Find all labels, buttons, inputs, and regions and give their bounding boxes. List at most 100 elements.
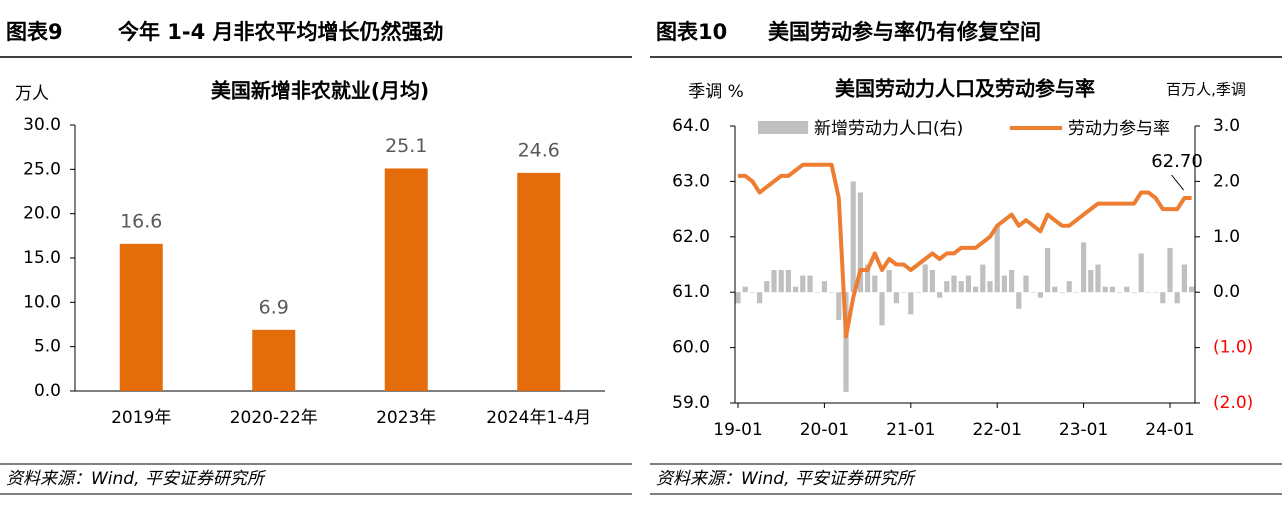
bar (793, 286, 799, 293)
bar (1174, 292, 1180, 304)
bar (1023, 275, 1029, 293)
x-tick-label: 22-01 (972, 420, 1021, 440)
bar (1124, 286, 1130, 293)
y-tick-label: 0.0 (34, 381, 61, 401)
bar (1117, 292, 1123, 293)
y-tick-label: 63.0 (672, 171, 710, 191)
value-label: 24.6 (518, 139, 560, 161)
y2-tick-label: 0.0 (1213, 282, 1240, 302)
y-tick-label: 15.0 (23, 248, 61, 268)
source: 资料来源：Wind, 平安证券研究所 (6, 469, 267, 489)
bar (937, 292, 943, 298)
source: 资料来源：Wind, 平安证券研究所 (656, 469, 917, 489)
legend-label: 劳动力参与率 (1068, 119, 1170, 139)
bar (764, 281, 770, 293)
bar (1145, 292, 1151, 293)
y2-tick-label: 2.0 (1213, 171, 1240, 191)
bar (872, 275, 878, 293)
x-tick-label: 20-01 (800, 420, 849, 440)
x-tick-label: 19-01 (713, 420, 762, 440)
bar (958, 281, 964, 293)
x-tick-label: 2023年 (376, 408, 436, 428)
bar (965, 275, 971, 293)
bar (843, 292, 849, 392)
bar (1167, 247, 1173, 293)
bar (987, 281, 993, 293)
x-tick-label: 2024年1-4月 (486, 408, 591, 428)
line (738, 162, 1192, 339)
value-label: 6.9 (259, 296, 289, 318)
x-tick-label: 24-01 (1145, 420, 1194, 440)
y-tick-label: 61.0 (672, 282, 710, 302)
legend-label: 新增劳动力人口(右) (814, 119, 963, 139)
x-tick-label: 2019年 (111, 408, 171, 428)
value-label: 16.6 (120, 210, 162, 232)
y-tick-label: 59.0 (672, 393, 710, 413)
y-tick-label: 30.0 (23, 115, 61, 135)
y-tick-label: 60.0 (672, 338, 710, 358)
bar (742, 286, 748, 293)
bar (1073, 292, 1079, 293)
bar (735, 292, 741, 304)
x-tick-label: 21-01 (886, 420, 935, 440)
bar (1131, 292, 1137, 293)
bar (1016, 292, 1022, 309)
y-tick-label: 5.0 (34, 337, 61, 357)
bar (1009, 270, 1015, 293)
bar (829, 292, 835, 293)
bar (1045, 247, 1051, 293)
annotation-leader (1171, 174, 1184, 191)
bar (252, 329, 296, 391)
y2-tick-label: 3.0 (1213, 116, 1240, 136)
bar (1037, 292, 1043, 298)
bar (1189, 286, 1195, 293)
bar (1109, 286, 1115, 293)
bar (384, 168, 428, 391)
bar (1081, 242, 1087, 293)
bar (1030, 292, 1036, 293)
value-label: 25.1 (385, 135, 427, 157)
figure-title: 今年 1-4 月非农平均增长仍然强劲 (118, 20, 444, 44)
bar (771, 270, 777, 293)
bar (757, 292, 763, 304)
bar (517, 172, 561, 391)
figure-label: 图表10 (656, 20, 727, 44)
bar (807, 275, 813, 293)
bar (821, 281, 827, 293)
bar (778, 270, 784, 293)
bar (857, 192, 863, 293)
y-tick-label: 62.0 (672, 227, 710, 247)
y-tick-label: 64.0 (672, 116, 710, 136)
bar (814, 292, 820, 293)
chart-title: 美国劳动力人口及劳动参与率 (835, 77, 1095, 101)
bar (1066, 281, 1072, 293)
x-tick-label: 2020-22年 (230, 408, 318, 428)
bar (951, 275, 957, 293)
y-tick-label: 10.0 (23, 292, 61, 312)
bar (865, 264, 871, 293)
bar (1138, 253, 1144, 293)
bar (879, 292, 885, 326)
bar (929, 270, 935, 293)
y-tick-label: 25.0 (23, 159, 61, 179)
bar (1095, 264, 1101, 293)
y2-tick-label: (2.0) (1213, 393, 1253, 413)
bar (980, 264, 986, 293)
bar (1181, 264, 1187, 293)
x-tick-label: 23-01 (1059, 420, 1108, 440)
bar (785, 270, 791, 293)
y-axis-label: 万人 (15, 84, 49, 104)
bar (1153, 292, 1159, 293)
bar (944, 281, 950, 293)
legend-swatch (758, 121, 808, 134)
chart-title: 美国新增非农就业(月均) (211, 79, 429, 103)
bar (1102, 286, 1108, 293)
bar (922, 264, 928, 293)
annotation: 62.70 (1151, 151, 1203, 172)
bar (850, 181, 856, 293)
bar (994, 225, 1000, 293)
y-tick-label: 20.0 (23, 204, 61, 224)
bar (886, 270, 892, 293)
y-axis-label: 季调 % (688, 82, 744, 102)
